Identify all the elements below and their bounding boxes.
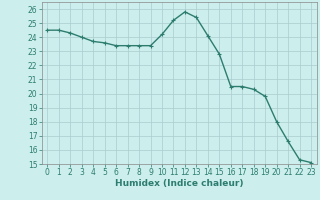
- X-axis label: Humidex (Indice chaleur): Humidex (Indice chaleur): [115, 179, 244, 188]
